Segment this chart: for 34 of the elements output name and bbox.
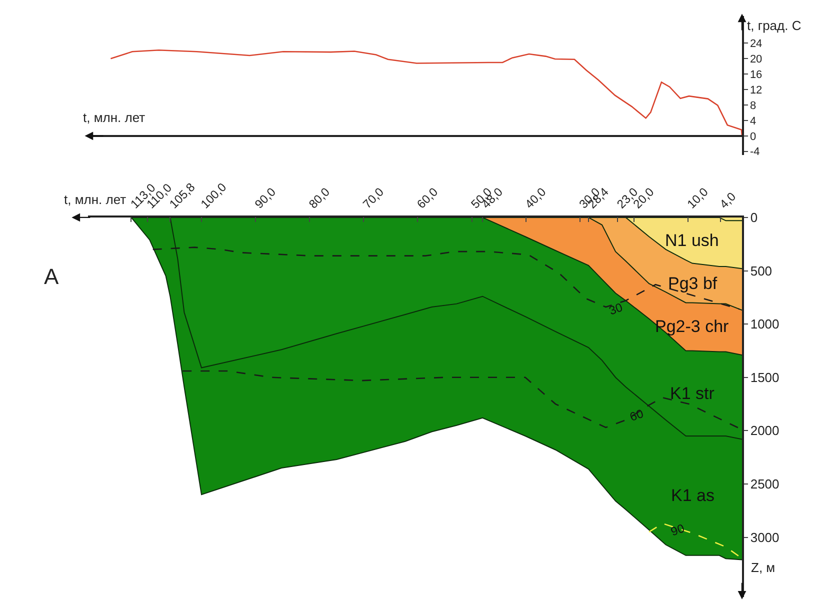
x-tick-label: 60,0 [414, 184, 441, 212]
y-tick-label: 2000 [750, 423, 780, 438]
y-tick-label: 0 [750, 210, 758, 225]
y-tick-label: 24 [750, 38, 762, 50]
y-tick-label: 1500 [750, 370, 780, 385]
series-label: K1 str [670, 384, 715, 403]
x-axis-title: t, млн. лет [83, 110, 146, 125]
annotation: 60 [628, 406, 646, 424]
series-label: N1 ush [665, 231, 719, 250]
x-tick-label: 40,0 [522, 184, 549, 212]
annotation: 90 [668, 521, 687, 539]
y-axis-title: Z, м [751, 560, 776, 575]
y-axis-title: t, град. С [747, 18, 802, 33]
x-axis-title: t, млн. лет [64, 192, 126, 207]
y-tick-label: 3000 [750, 530, 780, 545]
y-tick-label: 0 [750, 130, 756, 143]
y-tick-label: 20 [750, 53, 762, 66]
y-tick-label: 16 [750, 68, 762, 81]
y-tick-label: 4 [750, 115, 756, 128]
y-tick-label: 500 [750, 263, 772, 278]
x-tick-label: 90,0 [252, 184, 279, 212]
x-tick-label: 80,0 [306, 184, 333, 212]
series-label: Pg3 bf [668, 274, 718, 293]
y-tick-label: -4 [750, 146, 760, 158]
annotation: 30 [607, 300, 625, 318]
y-tick-label: 1000 [750, 316, 780, 332]
series-label: K1 as [671, 486, 714, 505]
x-tick-label: 4,0 [716, 189, 739, 212]
text: A [44, 264, 59, 289]
y-tick-label: 12 [750, 84, 762, 96]
y-tick-label: 2500 [750, 476, 780, 492]
x-tick-label: 70,0 [360, 184, 387, 212]
series-label: Pg2-3 chr [655, 317, 730, 336]
y-tick-label: 8 [750, 100, 756, 112]
